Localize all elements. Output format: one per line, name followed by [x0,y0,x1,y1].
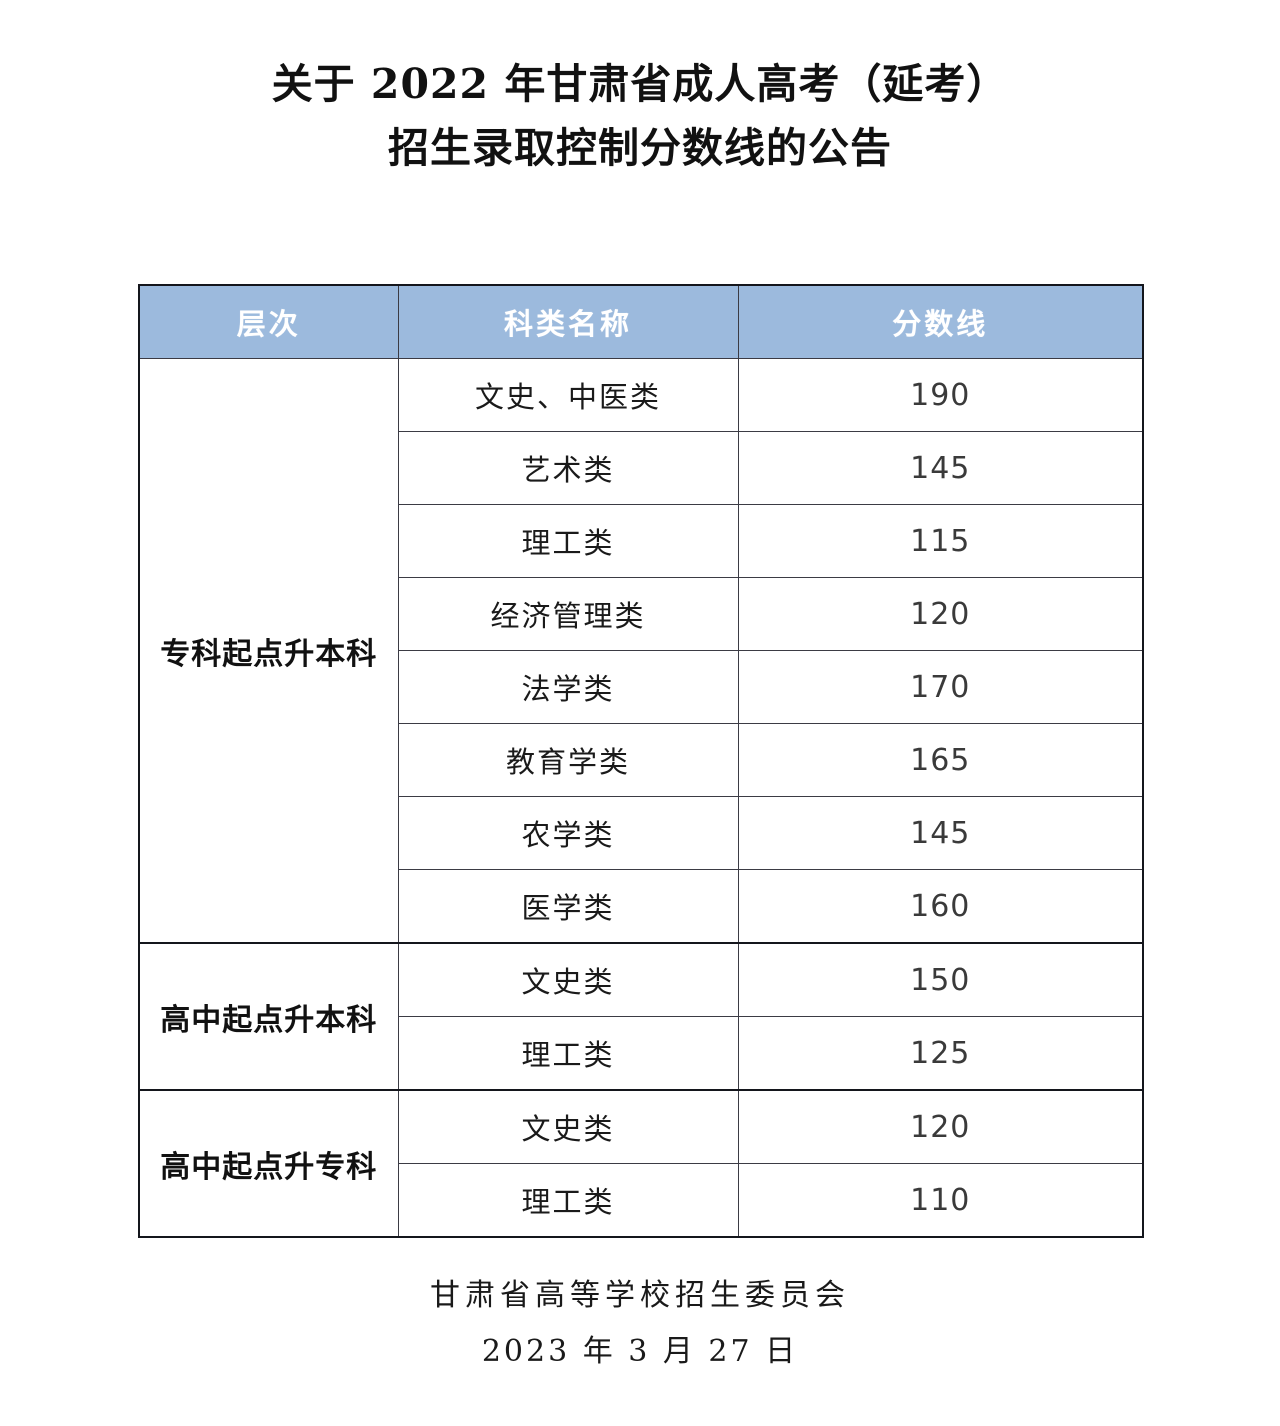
table-row: 医学类 160 [139,869,1144,944]
issuing-organization: 甘肃省高等学校招生委员会 [430,1278,850,1313]
table-header: 层次 科类名称 分数线 [138,284,1144,359]
category-cell: 医学类 [397,869,739,944]
column-header-score: 分数线 [737,284,1144,359]
level-cell: 专科起点升本科 [138,358,399,944]
level-cell: 高中起点升本科 [138,942,399,1091]
page-title-line-1: 关于 2022 年甘肃省成人高考（延考） [271,60,1009,108]
column-header-category: 科类名称 [397,284,739,359]
page-title: 关于 2022 年甘肃省成人高考（延考） 招生录取控制分数线的公告 [0,0,1280,180]
table-row: 理工类 125 [139,1016,1144,1091]
score-cell: 145 [737,431,1144,505]
category-cell: 经济管理类 [397,577,739,651]
category-cell: 理工类 [397,1163,739,1238]
category-cell: 文史类 [397,1089,739,1164]
score-cell: 170 [737,650,1144,724]
page-title-line-2: 招生录取控制分数线的公告 [388,124,892,172]
table-row: 经济管理类 120 [139,577,1144,651]
table-row: 高中起点升专科 文史类 120 [138,1089,1144,1238]
category-cell: 艺术类 [397,431,739,505]
category-cell: 法学类 [397,650,739,724]
category-cell: 文史类 [397,942,739,1017]
score-cell: 190 [737,358,1144,432]
score-cell: 120 [737,577,1144,651]
category-cell: 理工类 [397,504,739,578]
score-cell: 125 [737,1016,1144,1091]
table-body: 专科起点升本科 文史、中医类 190 艺术类 145 理工类 115 经济管理类 120 法学类 1… [138,358,1144,1238]
score-cell: 120 [737,1089,1144,1164]
level-cell: 高中起点升专科 [138,1089,399,1238]
table-row: 艺术类 145 [139,431,1144,505]
column-header-level: 层次 [138,284,399,359]
score-cell: 110 [737,1163,1144,1238]
table-row: 高中起点升本科 文史类 150 [138,942,1144,1091]
category-cell: 教育学类 [397,723,739,797]
score-cell: 150 [737,942,1144,1017]
score-cell: 115 [737,504,1144,578]
category-cell: 农学类 [397,796,739,870]
category-cell: 理工类 [397,1016,739,1091]
table-header-row: 层次 科类名称 分数线 [138,284,1144,359]
table-row: 农学类 145 [139,796,1144,870]
score-table-container: 层次 科类名称 分数线 专科起点升本科 文史、中医类 190 艺术类 145 理工类 115… [138,284,1144,1238]
issue-date: 2023 年 3 月 27 日 [481,1334,799,1369]
table-row: 理工类 110 [139,1163,1144,1238]
score-cell: 160 [737,869,1144,944]
table-row: 专科起点升本科 文史、中医类 190 [138,358,1144,944]
score-cell: 145 [737,796,1144,870]
table-row: 教育学类 165 [139,723,1144,797]
category-cell: 文史、中医类 [397,358,739,432]
score-cell: 165 [737,723,1144,797]
admission-score-table: 层次 科类名称 分数线 专科起点升本科 文史、中医类 190 艺术类 145 理工类 115… [138,284,1144,1238]
document-footer: 甘肃省高等学校招生委员会 2023 年 3 月 27 日 [0,1268,1280,1380]
